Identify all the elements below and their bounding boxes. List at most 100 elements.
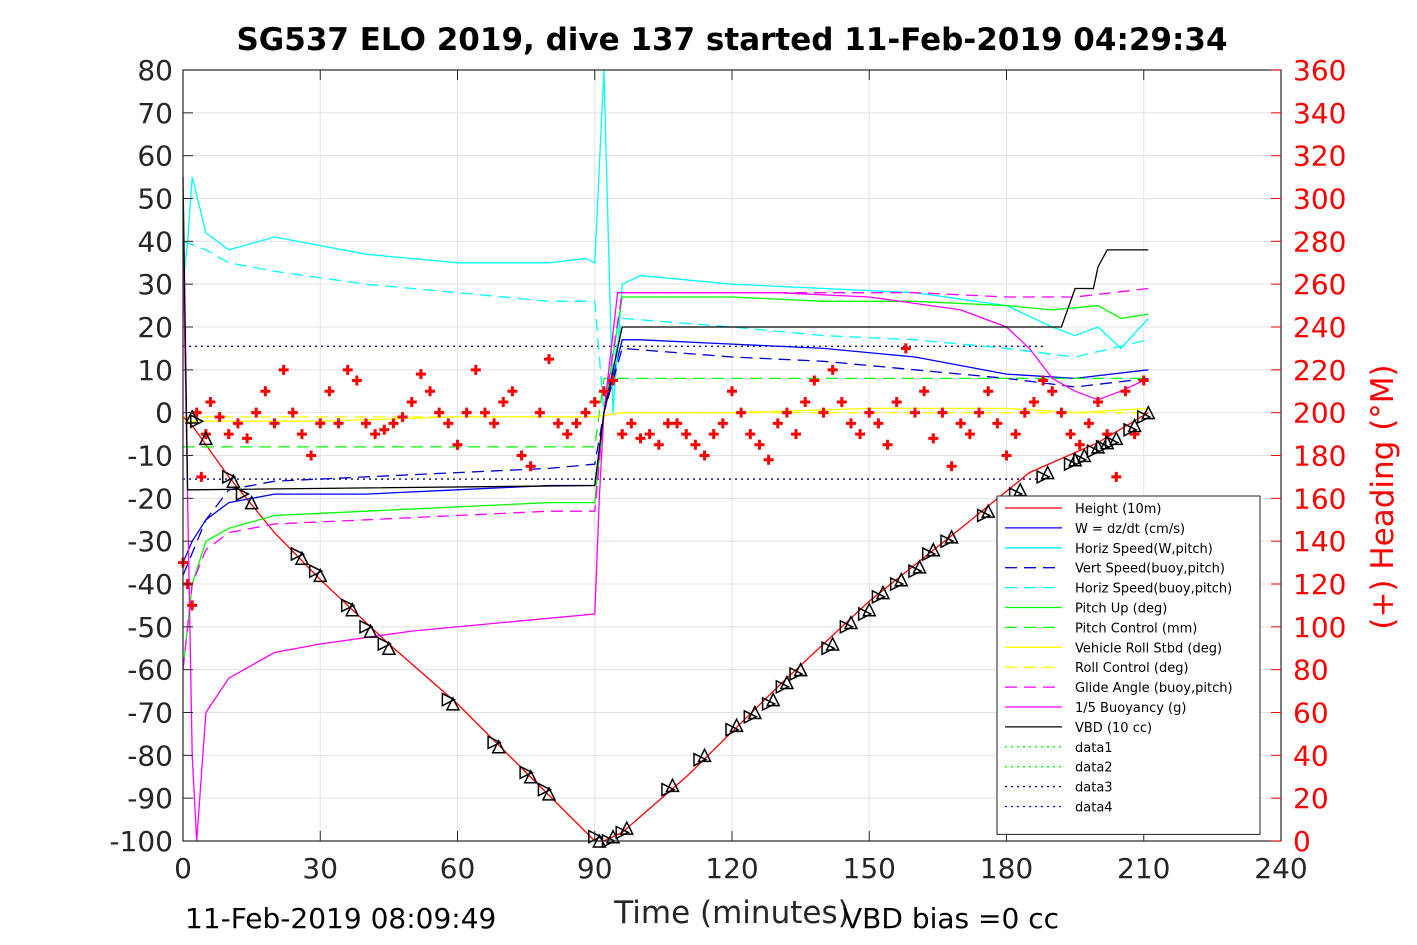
depth-marker xyxy=(340,598,356,613)
y2-tick-label: 320 xyxy=(1293,140,1346,173)
heading-point xyxy=(763,454,774,465)
y2-tick-label: 40 xyxy=(1293,739,1329,772)
heading-point xyxy=(415,369,426,380)
legend-box xyxy=(996,495,1261,835)
heading-point xyxy=(544,354,554,365)
depth-markers xyxy=(184,404,1156,849)
depth-marker xyxy=(441,692,457,707)
heading-point xyxy=(333,418,344,429)
heading-point xyxy=(855,429,866,440)
depth-marker xyxy=(743,709,758,724)
heading-point xyxy=(1065,429,1076,440)
series-line-1-5-buoyancy-g xyxy=(182,241,1149,842)
depth-marker xyxy=(619,820,634,835)
depth-marker xyxy=(908,563,923,579)
heading-point xyxy=(964,429,975,440)
depth-marker xyxy=(921,546,937,562)
heading-point xyxy=(324,386,335,397)
depth-marker xyxy=(857,606,873,622)
depth-marker xyxy=(226,473,241,488)
y-tick-label: -70 xyxy=(127,697,173,730)
heading-point xyxy=(644,429,655,440)
heading-point xyxy=(818,407,829,418)
heading-point xyxy=(608,375,619,386)
heading-point xyxy=(306,450,317,461)
heading-point xyxy=(580,407,591,418)
y2-tick-label: 0 xyxy=(1293,825,1311,858)
heading-point xyxy=(443,418,454,429)
depth-marker xyxy=(940,533,955,549)
depth-marker xyxy=(980,503,996,518)
depth-marker xyxy=(519,765,534,780)
heading-point xyxy=(745,429,756,440)
depth-marker xyxy=(1063,456,1079,472)
depth-marker xyxy=(747,704,763,720)
heading-point xyxy=(708,429,719,440)
heading-point xyxy=(1047,386,1058,397)
depth-marker xyxy=(1109,430,1124,446)
legend-entry: data4 xyxy=(1075,801,1113,816)
depth-marker xyxy=(235,486,251,502)
heading-point xyxy=(589,396,600,407)
series-line-horiz-speed-buoy-pitch xyxy=(182,240,1149,413)
depth-marker xyxy=(1036,469,1051,485)
depth-marker xyxy=(189,414,205,429)
depth-marker xyxy=(789,666,804,682)
legend-entry: data3 xyxy=(1075,781,1113,796)
depth-marker xyxy=(615,825,630,840)
heading-point xyxy=(205,396,216,407)
heading-point xyxy=(699,450,710,461)
heading-point xyxy=(672,418,683,429)
heading-point xyxy=(617,429,628,440)
y2-tick-label: 200 xyxy=(1293,397,1346,430)
heading-point xyxy=(919,386,930,397)
y-tick-label: 40 xyxy=(137,225,173,258)
depth-marker xyxy=(944,529,959,544)
legend-entry: Pitch Up (deg) xyxy=(1075,602,1167,617)
heading-point xyxy=(653,439,664,450)
y2-tick-label: 60 xyxy=(1293,697,1329,730)
x-tick-label: 120 xyxy=(705,852,758,885)
x-tick-label: 150 xyxy=(843,852,896,885)
heading-point xyxy=(626,418,637,429)
series-line-horiz-speed-w-pitch xyxy=(182,69,1149,413)
heading-point xyxy=(717,418,728,429)
depth-marker xyxy=(290,546,306,562)
depth-marker xyxy=(793,661,808,677)
heading-point xyxy=(1093,396,1103,407)
y-tick-label: 20 xyxy=(137,311,173,344)
depth-marker xyxy=(244,494,259,510)
depth-marker xyxy=(779,674,795,690)
right-axis-label: (+) Heading (°M) xyxy=(1365,364,1401,629)
y-tick-label: -40 xyxy=(127,568,173,601)
y-tick-label: -10 xyxy=(127,440,173,473)
depth-marker xyxy=(661,782,676,797)
heading-point xyxy=(983,386,994,397)
heading-point xyxy=(388,418,399,429)
series-line-vbd-10-cc xyxy=(182,177,1149,491)
heading-point xyxy=(598,386,609,397)
heading-point xyxy=(635,433,646,444)
y2-tick-label: 120 xyxy=(1293,568,1346,601)
depth-marker xyxy=(345,602,360,617)
legend-entry: Roll Control (deg) xyxy=(1075,661,1189,676)
depth-marker xyxy=(775,679,791,695)
y2-tick-label: 260 xyxy=(1293,268,1346,301)
legend-entry: VBD (10 cc) xyxy=(1075,721,1152,736)
legend-entry: Horiz Speed(buoy,pitch) xyxy=(1075,582,1232,597)
depth-marker xyxy=(1123,422,1138,438)
heading-point xyxy=(781,407,792,418)
footer-timestamp: 11-Feb-2019 08:09:49 xyxy=(185,902,496,935)
heading-point xyxy=(452,439,463,450)
heading-point xyxy=(992,418,1003,429)
heading-point xyxy=(891,396,902,407)
heading-point xyxy=(370,429,381,440)
y2-tick-label: 80 xyxy=(1293,654,1329,687)
heading-point xyxy=(498,396,509,407)
heading-point xyxy=(809,375,820,386)
depth-marker xyxy=(821,641,836,656)
heading-point xyxy=(690,439,701,450)
y-tick-label: 50 xyxy=(137,183,173,216)
heading-point xyxy=(662,418,673,429)
y2-tick-label: 220 xyxy=(1293,354,1346,387)
